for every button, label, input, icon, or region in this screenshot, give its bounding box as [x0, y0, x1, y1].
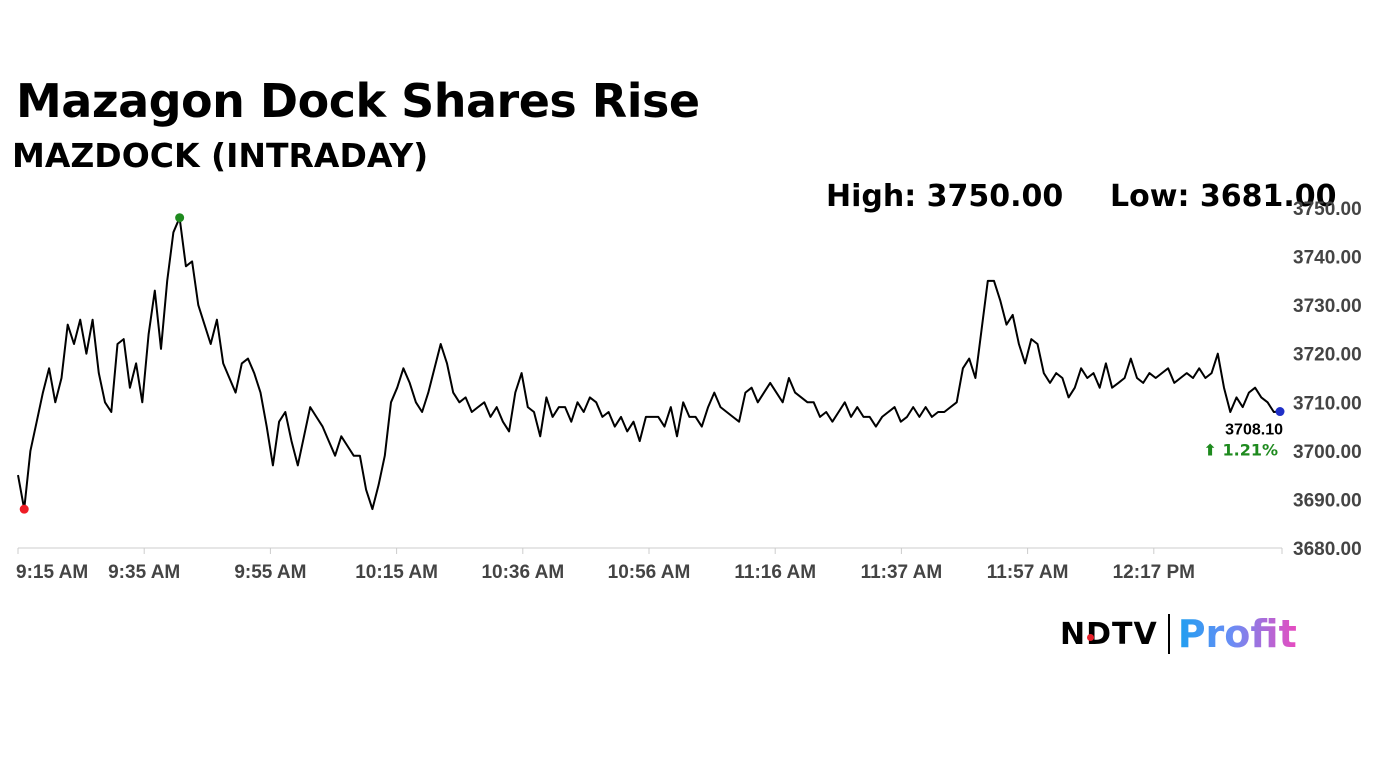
high-marker — [175, 213, 185, 223]
low-price-label: Low: 3681.00 — [1110, 179, 1337, 214]
y-tick-label: 3680.00 — [1293, 539, 1362, 560]
x-tick-label: 10:36 AM — [481, 562, 564, 583]
x-tick-label: 10:15 AM — [355, 562, 438, 583]
last-price-marker — [1275, 407, 1285, 417]
last-price-value: 3708.10 — [1225, 422, 1283, 439]
y-tick-label: 3720.00 — [1293, 345, 1362, 366]
x-tick-label: 10:56 AM — [608, 562, 691, 583]
logo-divider — [1167, 614, 1170, 654]
x-tick-label: 11:57 AM — [987, 562, 1069, 583]
chart-title: Mazagon Dock Shares Rise — [16, 74, 700, 128]
y-tick-label: 3730.00 — [1293, 296, 1362, 317]
ndtv-profit-logo: NDTV Profit — [1060, 612, 1297, 656]
price-line — [17, 216, 1281, 511]
x-tick-label: 9:15 AM — [16, 562, 88, 583]
logo-ndtv-text: NDTV — [1060, 616, 1158, 652]
x-tick-label: 12:17 PM — [1113, 562, 1195, 583]
x-tick-label: 11:37 AM — [861, 562, 943, 583]
logo-profit-text: Profit — [1177, 612, 1297, 656]
y-tick-label: 3750.00 — [1293, 199, 1362, 220]
y-tick-label: 3740.00 — [1293, 248, 1362, 269]
high-price-label: High: 3750.00 — [826, 179, 1064, 214]
x-tick-label: 9:35 AM — [108, 562, 180, 583]
y-tick-label: 3690.00 — [1293, 490, 1362, 511]
x-tick-label: 11:16 AM — [734, 562, 816, 583]
y-tick-label: 3710.00 — [1293, 393, 1362, 414]
y-tick-label: 3700.00 — [1293, 442, 1362, 463]
chart-subtitle: MAZDOCK (INTRADAY) — [12, 136, 429, 175]
x-tick-label: 9:55 AM — [234, 562, 306, 583]
last-price-change: ⬆ 1.21% — [1204, 441, 1278, 460]
low-marker — [19, 504, 29, 514]
logo-dot-icon — [1087, 633, 1094, 641]
